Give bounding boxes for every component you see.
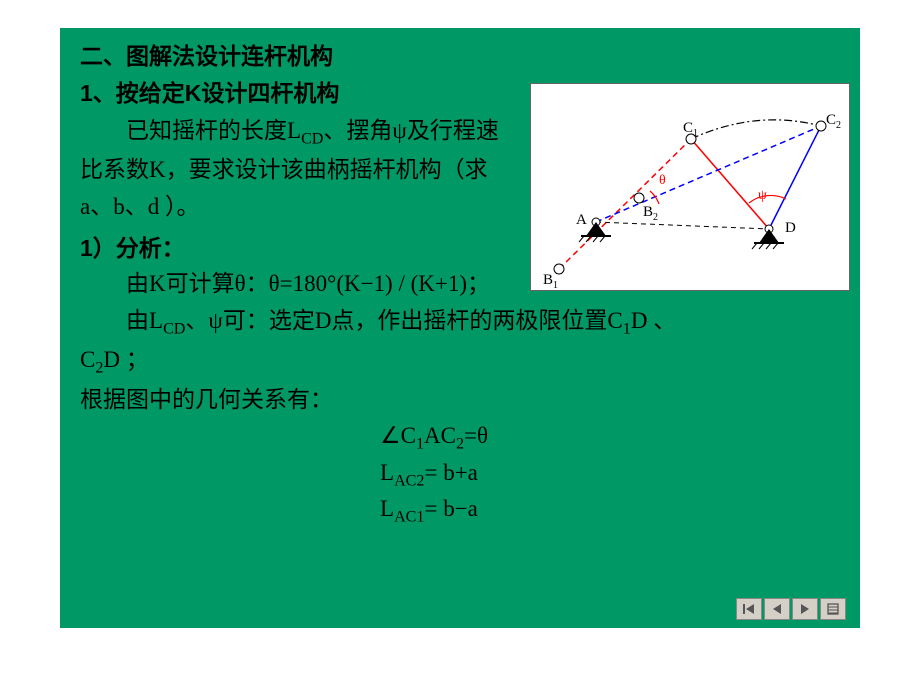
pivot-d	[752, 225, 784, 249]
diagram-svg: A D B1 B2 C1 C2 θ ψ	[531, 84, 851, 292]
label-a: A	[576, 212, 587, 228]
nav-first-icon	[742, 602, 756, 616]
slide-area: 二、图解法设计连杆机构 1、按给定K设计四杆机构 已知摇杆的长度LCD、摆角ψ及…	[60, 28, 860, 628]
eq3: LAC1= b−a	[380, 492, 840, 529]
blue-line-ac2	[596, 126, 821, 222]
label-c2: C2	[826, 112, 841, 131]
red-line-ac1	[559, 139, 691, 269]
sub1-number: 1、	[80, 80, 116, 106]
geometry-row: 根据图中的几何关系有：	[80, 382, 840, 419]
joint-b2	[634, 193, 644, 203]
para-sub-cd: CD	[301, 130, 323, 147]
nav-next-button[interactable]	[792, 598, 818, 620]
blue-line-dc2	[769, 126, 821, 229]
nav-icons	[736, 598, 846, 620]
known-paragraph: 已知摇杆的长度LCD、摆角ψ及行程速比系数K，要求设计该曲柄摇杆机构（求a、b、…	[80, 113, 500, 226]
label-psi: ψ	[758, 188, 767, 203]
eq1: ∠C1AC2=θ	[380, 419, 840, 456]
psi-arc	[749, 195, 786, 203]
section-title: 二、图解法设计连杆机构	[80, 38, 840, 75]
eq2: LAC2= b+a	[380, 456, 840, 493]
label-b2: B2	[643, 204, 658, 223]
base-line-ad	[596, 222, 769, 229]
label-theta: θ	[659, 173, 666, 188]
para-pre: 已知摇杆的长度L	[126, 118, 301, 143]
line3-text: 根据图中的几何关系有：	[80, 387, 333, 412]
arc-path	[691, 120, 821, 139]
nav-first-button[interactable]	[736, 598, 762, 620]
analysis-line2: 由LCD、ψ可：选定D点，作出摇杆的两极限位置C1D 、	[126, 303, 840, 342]
linkage-diagram: A D B1 B2 C1 C2 θ ψ	[530, 83, 850, 291]
label-d: D	[785, 220, 796, 236]
nav-pages-icon	[826, 602, 840, 616]
sub1-title: 按给定K设计四杆机构	[116, 80, 340, 106]
nav-prev-button[interactable]	[764, 598, 790, 620]
joint-c2	[816, 121, 826, 131]
nav-pages-button[interactable]	[820, 598, 846, 620]
label-b1: B1	[543, 272, 558, 291]
nav-next-icon	[798, 602, 812, 616]
equations-block: ∠C1AC2=θ LAC2= b+a LAC1= b−a	[380, 419, 840, 530]
nav-prev-icon	[770, 602, 784, 616]
line1-text: 由K可计算θ：θ=180°(K−1) / (K+1)；	[126, 271, 490, 296]
analysis-line2b: C2D ；	[80, 342, 840, 381]
joint-b1	[554, 264, 564, 274]
